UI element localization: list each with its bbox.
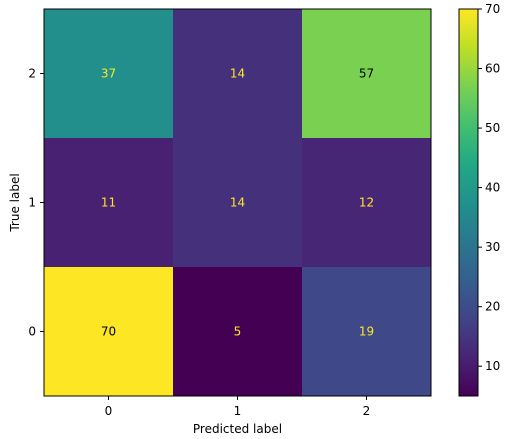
heatmap-cell	[44, 267, 174, 397]
cell-value-label: 19	[359, 325, 374, 339]
x-tick-label: 1	[234, 404, 242, 418]
heatmap-cell	[44, 9, 174, 139]
cell-value-label: 5	[234, 325, 242, 339]
heatmap-cells: 37 14 57 11 14 12 70 5 19	[44, 9, 432, 397]
cell-value-label: 12	[359, 196, 374, 210]
colorbar-tick-label: 70	[485, 2, 500, 16]
colorbar-tick-label: 20	[485, 300, 500, 314]
y-axis-label: True label	[8, 173, 22, 232]
x-axis-ticks: 0 1 2	[105, 396, 371, 418]
cell-value-label: 14	[230, 67, 245, 81]
cell-value-label: 70	[101, 325, 116, 339]
colorbar-tick-label: 50	[485, 121, 500, 135]
x-axis-label: Predicted label	[193, 422, 282, 436]
x-tick-label: 0	[105, 404, 113, 418]
colorbar-tick-label: 60	[485, 62, 500, 76]
cell-value-label: 57	[359, 67, 374, 81]
y-axis-ticks: 2 1 0	[28, 67, 44, 339]
cell-value-label: 37	[101, 67, 116, 81]
x-tick-label: 2	[363, 404, 371, 418]
y-tick-label: 1	[28, 196, 36, 210]
colorbar-tick-label: 10	[485, 359, 500, 373]
cell-value-label: 11	[101, 196, 116, 210]
heatmap-cell	[302, 138, 432, 268]
colorbar-ticks: 10 20 30 40 50 60 70	[478, 2, 500, 373]
y-tick-label: 2	[28, 67, 36, 81]
colorbar-tick-label: 40	[485, 181, 500, 195]
colorbar	[458, 8, 479, 397]
heatmap-cell	[173, 9, 303, 139]
heatmap-cell	[302, 9, 432, 139]
heatmap-cell	[44, 138, 174, 268]
cell-value-label: 14	[230, 196, 245, 210]
heatmap-cell	[173, 138, 303, 268]
heatmap-cell	[302, 267, 432, 397]
colorbar-tick-label: 30	[485, 240, 500, 254]
heatmap-cell	[173, 267, 303, 397]
y-tick-label: 0	[28, 325, 36, 339]
